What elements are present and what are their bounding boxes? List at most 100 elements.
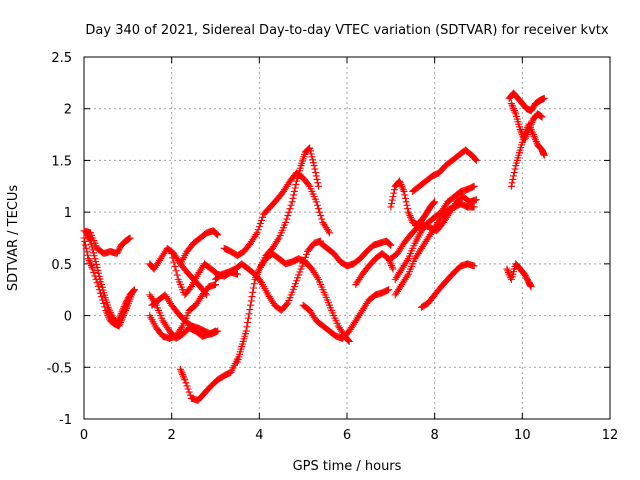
- series-6: [148, 291, 222, 338]
- data-point: [282, 218, 290, 226]
- data-point: [400, 187, 408, 195]
- data-point: [284, 212, 292, 220]
- x-tick-label: 10: [514, 428, 531, 443]
- data-point: [89, 246, 97, 254]
- data-point: [98, 293, 106, 301]
- data-point: [126, 234, 134, 242]
- data-point: [106, 307, 114, 315]
- data-point: [114, 318, 122, 326]
- data-point: [106, 308, 114, 316]
- data-point: [396, 179, 404, 187]
- data-point: [298, 262, 306, 270]
- data-point: [81, 241, 89, 249]
- data-point: [312, 198, 320, 206]
- data-point: [295, 271, 303, 279]
- data-point: [290, 283, 298, 291]
- data-point: [172, 267, 180, 275]
- series-18: [409, 146, 480, 195]
- data-point: [246, 306, 254, 314]
- data-point: [170, 258, 178, 266]
- data-point: [390, 186, 398, 194]
- data-point: [399, 186, 407, 194]
- data-point: [507, 100, 515, 108]
- data-point: [325, 229, 333, 237]
- data-point: [173, 271, 181, 279]
- data-point: [315, 182, 323, 190]
- data-point: [115, 315, 123, 323]
- data-point: [309, 156, 317, 164]
- data-point: [182, 379, 190, 387]
- data-point: [88, 243, 96, 251]
- data-point: [313, 274, 321, 282]
- data-point: [130, 286, 138, 294]
- data-point: [531, 134, 539, 142]
- data-point: [89, 249, 97, 257]
- data-point: [521, 136, 529, 144]
- data-point: [386, 241, 394, 249]
- data-point: [397, 181, 405, 189]
- data-point: [387, 203, 395, 211]
- data-point: [508, 179, 516, 187]
- data-point: [540, 94, 548, 102]
- data-point: [313, 201, 321, 209]
- series-9: [176, 355, 241, 404]
- data-point: [522, 132, 530, 140]
- data-point: [92, 261, 100, 269]
- data-point: [527, 283, 535, 291]
- data-point: [176, 365, 184, 373]
- data-point: [289, 194, 297, 202]
- data-point: [407, 215, 415, 223]
- data-point: [406, 212, 414, 220]
- data-point: [117, 310, 125, 318]
- data-point: [244, 318, 252, 326]
- series-2: [82, 229, 138, 328]
- data-point: [214, 231, 222, 239]
- y-tick-label: 2: [64, 103, 72, 118]
- data-point: [313, 175, 321, 183]
- data-point: [388, 196, 396, 204]
- series-17: [387, 177, 439, 229]
- data-point: [324, 227, 332, 235]
- data-point: [521, 134, 529, 142]
- data-point: [107, 310, 115, 318]
- data-point: [472, 156, 480, 164]
- data-point: [396, 177, 404, 185]
- data-point: [307, 150, 315, 158]
- data-point: [472, 156, 480, 164]
- data-point: [87, 262, 95, 270]
- data-point: [82, 244, 90, 252]
- data-point: [306, 144, 314, 152]
- data-point: [516, 125, 524, 133]
- data-point: [81, 237, 89, 245]
- data-point: [283, 300, 291, 308]
- data-point: [180, 374, 188, 382]
- data-point: [89, 265, 97, 273]
- grid-layer: [84, 57, 610, 419]
- data-point: [404, 205, 412, 213]
- data-point: [318, 215, 326, 223]
- data-point: [523, 131, 531, 139]
- series-10: [233, 144, 323, 366]
- data-point: [243, 323, 251, 331]
- data-point: [247, 301, 255, 309]
- y-tick-label: 0.5: [51, 258, 72, 273]
- data-point: [287, 201, 295, 209]
- data-point: [509, 175, 517, 183]
- data-point: [388, 200, 396, 208]
- data-point: [525, 125, 533, 133]
- data-point: [290, 191, 298, 199]
- data-point: [256, 220, 264, 228]
- x-tick-label: 6: [343, 428, 351, 443]
- data-point: [472, 196, 480, 204]
- y-tick-label: 1: [64, 206, 72, 221]
- y-tick-label: 0: [64, 310, 72, 325]
- data-point: [296, 268, 304, 276]
- data-point: [532, 137, 540, 145]
- data-point: [538, 113, 546, 121]
- data-point: [429, 200, 437, 208]
- data-point: [129, 287, 137, 295]
- data-point: [388, 263, 396, 271]
- data-point: [84, 255, 92, 263]
- data-point: [403, 272, 411, 280]
